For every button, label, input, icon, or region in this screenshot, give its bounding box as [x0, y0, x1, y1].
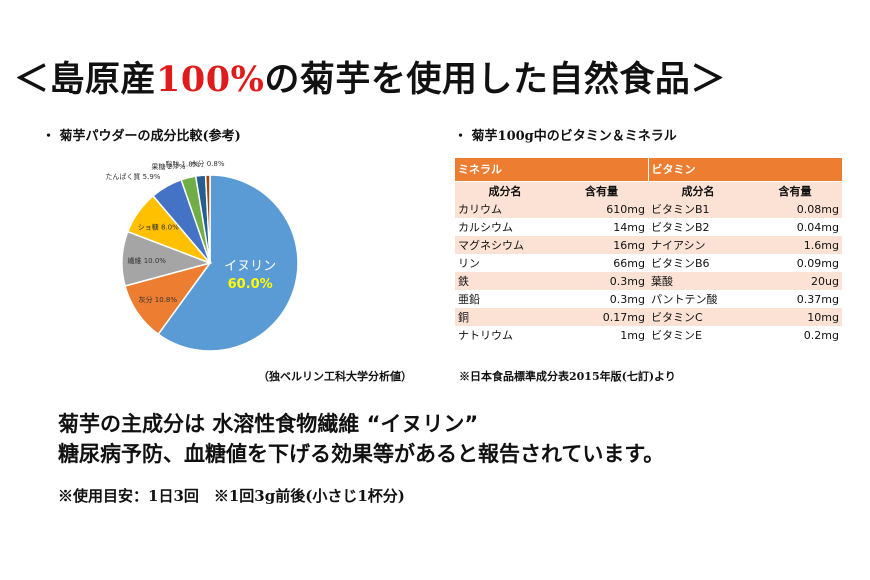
mineral-name: カルシウム: [455, 218, 555, 236]
slice-value-label: 60.0%: [228, 277, 273, 292]
mineral-name: リン: [455, 254, 555, 272]
col-header-mineral-name: 成分名: [455, 181, 555, 200]
vitamin-amount: 0.04mg: [748, 218, 842, 236]
pie-chart-heading: ・ 菊芋パウダーの成分比較(参考): [42, 129, 241, 144]
vitamin-name: ナイアシン: [648, 236, 748, 254]
mineral-amount: 14mg: [555, 218, 648, 236]
mineral-amount: 0.3mg: [555, 272, 648, 290]
vitamin-name: ビタミンB1: [648, 200, 748, 218]
pie-slice: [157, 174, 299, 352]
vitamin-amount: 0.08mg: [748, 200, 842, 218]
vitamin-name: ビタミンB2: [648, 218, 748, 236]
vitamin-name: ビタミンB6: [648, 254, 748, 272]
group-vitamins-header: ビタミン: [647, 158, 842, 182]
title-suffix: の菊芋を使用した自然食品＞: [264, 59, 726, 100]
mineral-amount: 610mg: [555, 200, 648, 218]
pie-slice: [204, 174, 211, 264]
page-title: ＜島原産100%の菊芋を使用した自然食品＞: [14, 58, 864, 102]
main-ingredient-statement: 菊芋の主成分は 水溶性食物繊維 “イヌリン”: [58, 412, 479, 436]
mineral-amount: 0.17mg: [555, 308, 648, 326]
group-minerals-header: ミネラル: [455, 158, 648, 182]
mineral-table-heading: ・ 菊芋100g中のビタミン＆ミネラル: [454, 129, 677, 144]
col-header-mineral-amount: 含有量: [555, 181, 648, 200]
slice-label: 果糖 2.7%: [151, 162, 185, 171]
mineral-table-source: ※日本食品標準成分表2015年版(七訂)より: [459, 370, 676, 383]
slice-label: 灰分 10.8%: [139, 295, 178, 304]
table-row: 鉄 0.3mg 葉酸 20ug: [455, 272, 842, 290]
table-row: 銅 0.17mg ビタミンC 10mg: [455, 308, 842, 326]
mineral-amount: 0.3mg: [555, 290, 648, 308]
vitamin-amount: 10mg: [748, 308, 842, 326]
vitamin-name: ビタミンC: [648, 308, 748, 326]
mineral-amount: 16mg: [555, 236, 648, 254]
mineral-name: マグネシウム: [455, 236, 555, 254]
usage-guideline: ※使用目安：1日3回 ※1回3g前後(小さじ1杯分): [58, 487, 405, 505]
vitamin-name: パントテン酸: [648, 290, 748, 308]
title-prefix: ＜島原産: [14, 59, 157, 100]
slice-label: 水分 0.8%: [190, 159, 224, 168]
table-row: マグネシウム 16mg ナイアシン 1.6mg: [455, 236, 842, 254]
table-row: カリウム 610mg ビタミンB1 0.08mg: [455, 200, 842, 218]
slice-label: イヌリン: [224, 259, 276, 274]
vitamin-amount: 1.6mg: [748, 236, 842, 254]
slice-label: 脂肪 1.8%: [165, 160, 199, 169]
health-effect-statement: 糖尿病予防、血糖値を下げる効果等があると報告されています。: [58, 442, 665, 466]
vitamin-amount: 0.2mg: [748, 326, 842, 344]
table-row: カルシウム 14mg ビタミンB2 0.04mg: [455, 218, 842, 236]
vitamin-mineral-table: ミネラル ビタミン 成分名 含有量 成分名 含有量 カリウム 610mg ビタミンB…: [455, 158, 842, 344]
vitamin-amount: 20ug: [748, 272, 842, 290]
mineral-name: 鉄: [455, 272, 555, 290]
vitamin-amount: 0.37mg: [748, 290, 842, 308]
vitamin-amount: 0.09mg: [748, 254, 842, 272]
col-header-vitamin-amount: 含有量: [748, 181, 842, 200]
mineral-name: カリウム: [455, 200, 555, 218]
title-highlight: 100%: [156, 59, 265, 100]
pie-chart-source: （独ベルリン工科大学分析値）: [258, 370, 412, 383]
mineral-name: ナトリウム: [455, 326, 555, 344]
slice-label: 繊維 10.0%: [127, 256, 166, 265]
col-header-vitamin-name: 成分名: [648, 181, 748, 200]
mineral-name: 亜鉛: [455, 290, 555, 308]
mineral-name: 銅: [455, 308, 555, 326]
slice-label: たんぱく質 5.9%: [105, 172, 160, 181]
mineral-amount: 1mg: [555, 326, 648, 344]
table-row: ナトリウム 1mg ビタミンE 0.2mg: [455, 326, 842, 344]
vitamin-name: ビタミンE: [648, 326, 748, 344]
table-row: リン 66mg ビタミンB6 0.09mg: [455, 254, 842, 272]
table-group-row: ミネラル ビタミン: [455, 158, 842, 182]
table-header-row: 成分名 含有量 成分名 含有量: [455, 181, 842, 200]
vitamin-name: 葉酸: [648, 272, 748, 290]
mineral-amount: 66mg: [555, 254, 648, 272]
slice-label: ショ糖 8.0%: [138, 222, 179, 231]
table-row: 亜鉛 0.3mg パントテン酸 0.37mg: [455, 290, 842, 308]
